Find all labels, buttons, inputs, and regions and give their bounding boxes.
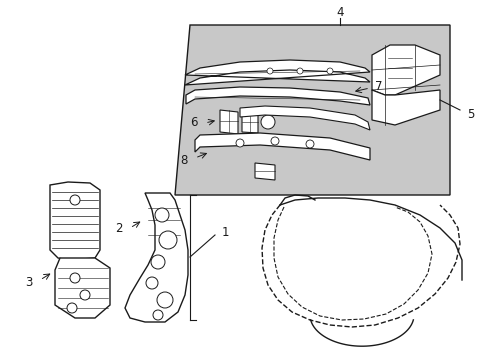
Polygon shape xyxy=(175,25,449,195)
Polygon shape xyxy=(125,193,187,322)
Text: 6: 6 xyxy=(190,117,198,130)
Circle shape xyxy=(70,273,80,283)
Circle shape xyxy=(266,68,272,74)
Polygon shape xyxy=(185,87,369,105)
Circle shape xyxy=(67,303,77,313)
Text: 5: 5 xyxy=(466,108,473,122)
Polygon shape xyxy=(371,45,439,95)
Polygon shape xyxy=(55,258,110,318)
Polygon shape xyxy=(195,133,369,160)
Circle shape xyxy=(236,139,244,147)
Circle shape xyxy=(305,140,313,148)
Text: 2: 2 xyxy=(115,221,123,234)
Polygon shape xyxy=(371,90,439,125)
Circle shape xyxy=(157,292,173,308)
Text: 1: 1 xyxy=(222,225,229,238)
Polygon shape xyxy=(184,60,369,85)
Polygon shape xyxy=(254,163,274,180)
Circle shape xyxy=(80,290,90,300)
Circle shape xyxy=(151,255,164,269)
Text: 4: 4 xyxy=(336,6,343,19)
Circle shape xyxy=(261,115,274,129)
Polygon shape xyxy=(240,106,369,130)
Circle shape xyxy=(155,208,169,222)
Circle shape xyxy=(153,310,163,320)
Circle shape xyxy=(296,68,303,74)
Text: 8: 8 xyxy=(180,154,187,167)
Circle shape xyxy=(70,195,80,205)
Polygon shape xyxy=(242,113,258,133)
Circle shape xyxy=(146,277,158,289)
Text: 3: 3 xyxy=(25,276,33,289)
Polygon shape xyxy=(50,182,100,260)
Circle shape xyxy=(270,137,279,145)
Text: 7: 7 xyxy=(374,80,382,93)
Circle shape xyxy=(159,231,177,249)
Polygon shape xyxy=(220,110,238,134)
Circle shape xyxy=(326,68,332,74)
